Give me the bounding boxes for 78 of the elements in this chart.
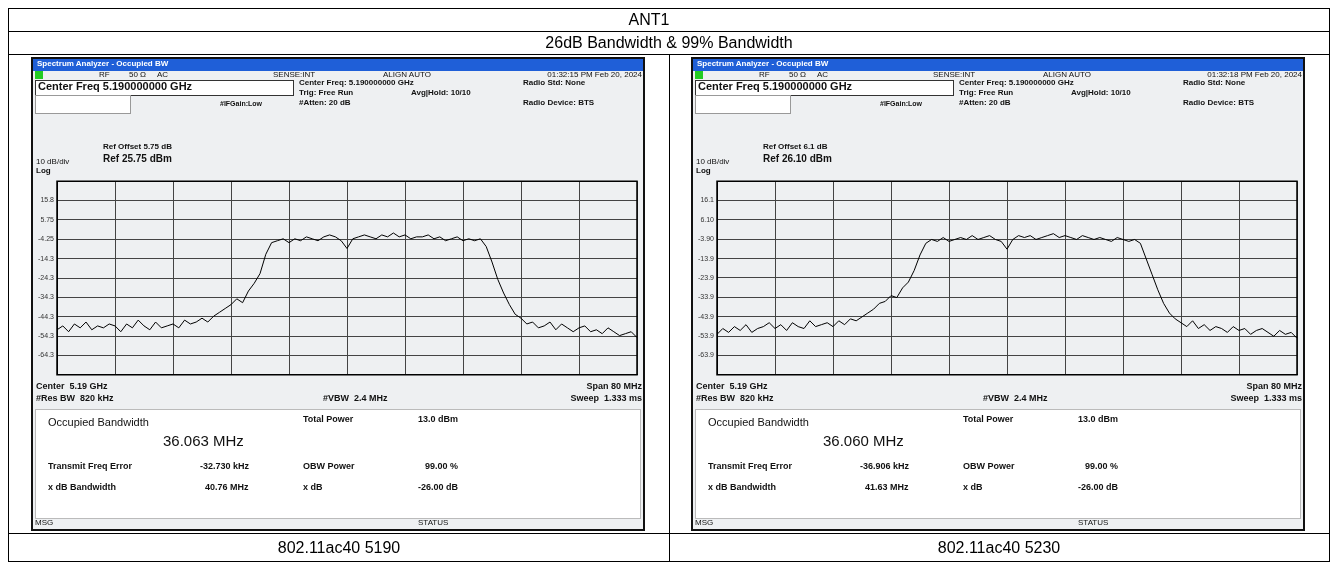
text: Radio Device: BTS (523, 98, 595, 107)
text: Total Power (303, 414, 354, 424)
text: 10 dB/div (696, 157, 730, 166)
text: OBW Power (963, 461, 1015, 471)
text: Ref 26.10 dBm (763, 153, 832, 164)
text: Center 5.19 GHz (36, 381, 108, 391)
text: Center Freq 5.190000000 GHz (38, 80, 193, 92)
text: 50 Ω (789, 70, 807, 79)
text: Center 5.19 GHz (696, 381, 768, 391)
text: #VBW 2.4 MHz (323, 393, 388, 403)
text: 13.0 dBm (418, 414, 459, 424)
text: 10 dB/div (36, 157, 70, 166)
text: AC (817, 70, 829, 79)
text: #Res BW 820 kHz (36, 393, 114, 403)
text: Span 80 MHz (1246, 381, 1302, 391)
text: Total Power (963, 414, 1014, 424)
text: ALIGN AUTO (1043, 70, 1091, 79)
text: OBW Power (303, 461, 355, 471)
text: Avg|Hold: 10/10 (1071, 88, 1131, 97)
text: -26.00 dB (418, 482, 459, 492)
text: MSG (35, 518, 54, 527)
text: 41.63 MHz (865, 482, 909, 492)
text: Ref Offset 5.75 dB (103, 142, 172, 151)
text: Ref Offset 6.1 dB (763, 142, 828, 151)
text: Spectrum Analyzer - Occupied BW (697, 59, 829, 68)
text: SENSE:INT (273, 70, 316, 79)
text: Sweep 1.333 ms (1230, 393, 1302, 403)
text: x dB (963, 482, 983, 492)
text: 36.063 MHz (163, 432, 244, 449)
text: Spectrum Analyzer - Occupied BW (37, 59, 169, 68)
text: -32.730 kHz (200, 461, 250, 471)
chart-title: ANT1 (9, 9, 1329, 32)
text: 50 Ω (129, 70, 147, 79)
text: #Atten: 20 dB (299, 98, 351, 107)
text: Center Freq 5.190000000 GHz (698, 80, 853, 92)
text: 40.76 MHz (205, 482, 249, 492)
text: Center Freq: 5.190000000 GHz (299, 78, 414, 87)
text: #Res BW 820 kHz (696, 393, 774, 403)
text: Occupied Bandwidth (48, 416, 149, 428)
text: STATUS (418, 518, 449, 527)
text: Occupied Bandwidth (708, 416, 809, 428)
text: Center Freq: 5.190000000 GHz (959, 78, 1074, 87)
text: Log (36, 166, 51, 175)
text: Radio Device: BTS (1183, 98, 1255, 107)
text: RF (99, 70, 110, 79)
text: 99.00 % (425, 461, 459, 471)
text: x dB Bandwidth (708, 482, 776, 492)
text: 99.00 % (1085, 461, 1119, 471)
text: x dB (303, 482, 323, 492)
text: 01:32:18 PM Feb 20, 2024 (1207, 70, 1302, 79)
text: -36.906 kHz (860, 461, 910, 471)
text: Transmit Freq Error (48, 461, 133, 471)
text: #Atten: 20 dB (959, 98, 1011, 107)
text: Span 80 MHz (586, 381, 642, 391)
text: 26dB Bandwidth & 99% Bandwidth (9, 32, 1329, 55)
text: Sweep 1.333 ms (570, 393, 642, 403)
text: -26.00 dB (1078, 482, 1119, 492)
text: x dB Bandwidth (48, 482, 116, 492)
text: Trig: Free Run (299, 88, 354, 97)
text: 802.11ac40 5190 (9, 533, 669, 562)
text: 13.0 dBm (1078, 414, 1119, 424)
text: #VBW 2.4 MHz (983, 393, 1048, 403)
text: Avg|Hold: 10/10 (411, 88, 471, 97)
text: RF (759, 70, 770, 79)
text: Radio Std: None (523, 78, 586, 87)
text: AC (157, 70, 169, 79)
text: Ref 25.75 dBm (103, 153, 172, 164)
text: 36.060 MHz (823, 432, 904, 449)
text: SENSE:INT (933, 70, 976, 79)
text: Radio Std: None (1183, 78, 1246, 87)
text: Log (696, 166, 711, 175)
text: Transmit Freq Error (708, 461, 793, 471)
text: Trig: Free Run (959, 88, 1014, 97)
text: 01:32:15 PM Feb 20, 2024 (547, 70, 642, 79)
text: STATUS (1078, 518, 1109, 527)
text: 802.11ac40 5230 (669, 533, 1329, 562)
text: MSG (695, 518, 714, 527)
text: ALIGN AUTO (383, 70, 431, 79)
